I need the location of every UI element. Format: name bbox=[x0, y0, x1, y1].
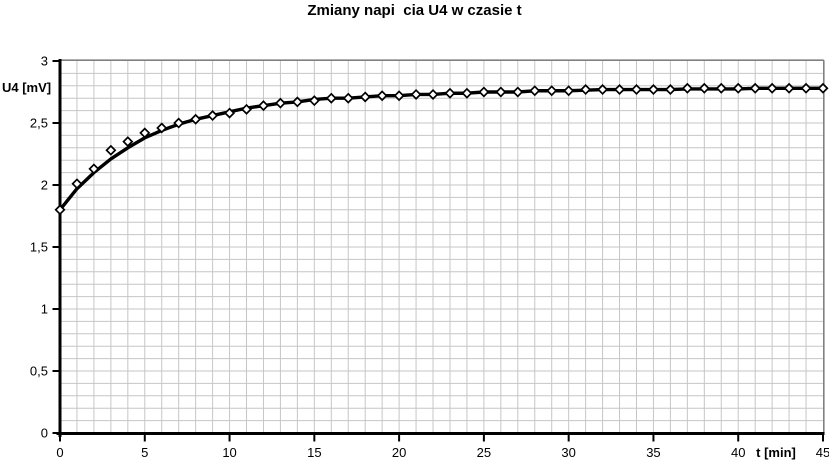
data-point-marker bbox=[376, 90, 388, 102]
minor-grid bbox=[60, 61, 823, 433]
data-point-marker bbox=[715, 82, 727, 94]
data-point-marker bbox=[630, 84, 642, 96]
data-point-marker bbox=[783, 82, 795, 94]
x-tick-label: 45 bbox=[816, 445, 829, 460]
y-tick-label: 2 bbox=[41, 178, 48, 193]
x-tick-label: 10 bbox=[222, 445, 236, 460]
data-point-marker bbox=[512, 86, 524, 98]
data-point-marker bbox=[241, 103, 253, 115]
data-point-marker bbox=[393, 90, 405, 102]
data-point-marker bbox=[681, 82, 693, 94]
series-line bbox=[58, 86, 825, 212]
x-tick-label: 35 bbox=[646, 445, 660, 460]
data-point-marker bbox=[478, 86, 490, 98]
data-point-marker bbox=[546, 85, 558, 97]
data-point-marker bbox=[105, 144, 117, 156]
y-axis-title: U4 [mV] bbox=[2, 80, 52, 95]
data-point-marker bbox=[766, 82, 778, 94]
data-point-marker bbox=[325, 92, 337, 104]
y-tick-label: 1,5 bbox=[30, 240, 48, 255]
x-tick-label: 5 bbox=[141, 445, 148, 460]
data-point-marker bbox=[54, 204, 66, 216]
y-tick-label: 2,5 bbox=[30, 116, 48, 131]
data-point-marker bbox=[444, 87, 456, 99]
data-point-marker bbox=[274, 97, 286, 109]
tick-labels: 0 5 10 15 20 25 30 35 40 45 0 0,5 1 1,5 2 2,5 3 bbox=[30, 54, 829, 461]
data-point-marker bbox=[410, 88, 422, 100]
data-point-marker bbox=[461, 87, 473, 99]
data-point-marker bbox=[698, 82, 710, 94]
series-markers bbox=[54, 82, 829, 216]
data-point-marker bbox=[88, 163, 100, 175]
data-point-marker bbox=[190, 113, 202, 125]
data-point-marker bbox=[732, 82, 744, 94]
data-point-marker bbox=[71, 178, 83, 190]
data-point-marker bbox=[529, 85, 541, 97]
data-point-marker bbox=[800, 82, 812, 94]
data-point-marker bbox=[291, 96, 303, 108]
data-point-marker bbox=[257, 100, 269, 112]
data-point-marker bbox=[563, 85, 575, 97]
x-axis-title: t [min] bbox=[756, 445, 796, 460]
data-point-marker bbox=[342, 92, 354, 104]
data-point-marker bbox=[173, 117, 185, 129]
data-point-marker bbox=[749, 82, 761, 94]
x-tick-label: 15 bbox=[307, 445, 321, 460]
y-tick-label: 0 bbox=[41, 426, 48, 441]
data-point-marker bbox=[817, 82, 829, 94]
data-point-marker bbox=[139, 127, 151, 139]
x-tick-label: 25 bbox=[477, 445, 491, 460]
data-point-marker bbox=[597, 84, 609, 96]
y-tick-label: 3 bbox=[41, 54, 48, 69]
axes bbox=[56, 59, 825, 437]
major-ticks bbox=[52, 60, 824, 442]
data-point-marker bbox=[122, 136, 134, 148]
data-point-marker bbox=[308, 95, 320, 107]
x-tick-label: 40 bbox=[731, 445, 745, 460]
plot-border bbox=[59, 59, 825, 433]
data-point-marker bbox=[224, 107, 236, 119]
data-point-marker bbox=[427, 88, 439, 100]
data-point-marker bbox=[156, 122, 168, 134]
data-point-marker bbox=[359, 91, 371, 103]
data-point-marker bbox=[580, 84, 592, 96]
x-tick-label: 20 bbox=[392, 445, 406, 460]
data-point-marker bbox=[614, 84, 626, 96]
x-tick-label: 0 bbox=[56, 445, 63, 460]
y-tick-label: 0,5 bbox=[30, 364, 48, 379]
data-point-marker bbox=[495, 86, 507, 98]
data-point-marker bbox=[664, 84, 676, 96]
x-tick-label: 30 bbox=[561, 445, 575, 460]
data-point-marker bbox=[207, 110, 219, 122]
data-point-marker bbox=[647, 84, 659, 96]
chart-title: Zmiany napi cia U4 w czasie t bbox=[307, 2, 522, 19]
y-tick-label: 1 bbox=[41, 302, 48, 317]
